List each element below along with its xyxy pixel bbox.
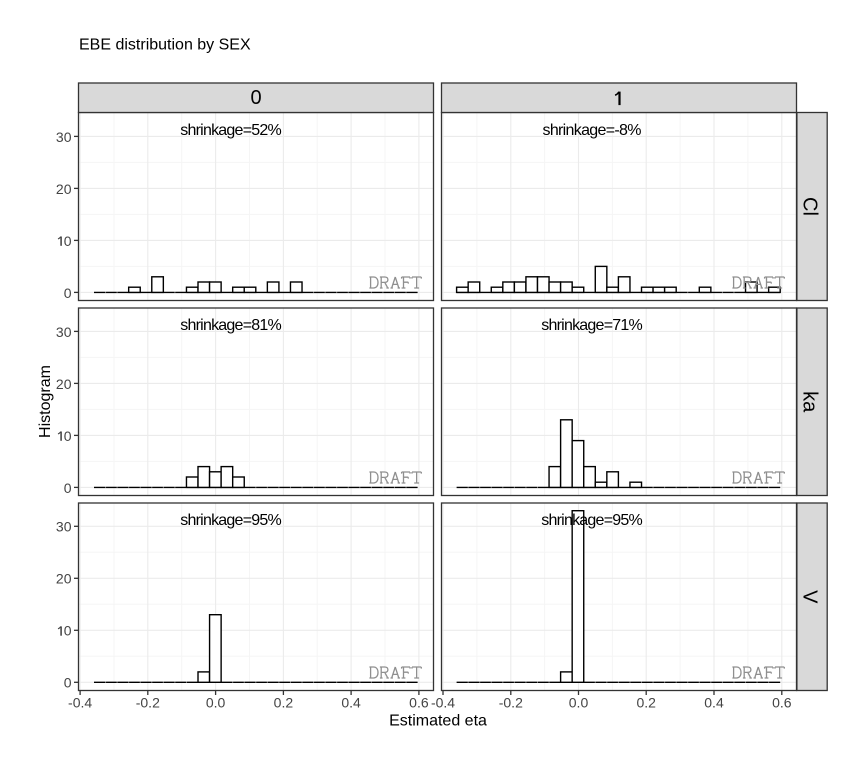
svg-text:0: 0 xyxy=(64,623,72,639)
svg-text:0: 0 xyxy=(64,480,72,496)
svg-text:-0.2: -0.2 xyxy=(499,695,523,711)
svg-text:ka: ka xyxy=(799,391,821,413)
svg-text:Histogram: Histogram xyxy=(37,365,54,438)
svg-text:Estimated eta: Estimated eta xyxy=(389,713,487,730)
svg-text:Cl: Cl xyxy=(799,197,821,216)
svg-text:30: 30 xyxy=(56,129,72,145)
svg-text:shrinkage=95%: shrinkage=95% xyxy=(180,512,282,529)
svg-text:0.4: 0.4 xyxy=(704,695,724,711)
svg-text:0.4: 0.4 xyxy=(341,695,361,711)
svg-text:0: 0 xyxy=(64,285,72,301)
svg-text:shrinkage=-8%: shrinkage=-8% xyxy=(543,122,642,139)
svg-text:0: 0 xyxy=(250,87,261,109)
svg-text:EBE distribution by SEX: EBE distribution by SEX xyxy=(79,36,251,53)
svg-text:shrinkage=95%: shrinkage=95% xyxy=(541,512,643,529)
svg-text:20: 20 xyxy=(56,571,72,587)
svg-text:20: 20 xyxy=(56,181,72,197)
svg-text:V: V xyxy=(799,590,821,604)
svg-text:-0.2: -0.2 xyxy=(136,695,160,711)
svg-text:-0.4: -0.4 xyxy=(68,695,92,711)
svg-text:0.6: 0.6 xyxy=(772,695,792,711)
svg-text:shrinkage=52%: shrinkage=52% xyxy=(180,122,282,139)
svg-text:0: 0 xyxy=(64,428,72,444)
svg-text:0.2: 0.2 xyxy=(274,695,294,711)
svg-text:-0.4: -0.4 xyxy=(431,695,455,711)
svg-text:30: 30 xyxy=(56,519,72,535)
svg-text:30: 30 xyxy=(56,324,72,340)
svg-text:0: 0 xyxy=(64,233,72,249)
svg-text:shrinkage=81%: shrinkage=81% xyxy=(180,317,282,334)
svg-text:0.0: 0.0 xyxy=(206,695,226,711)
svg-text:20: 20 xyxy=(56,376,72,392)
svg-text:0.2: 0.2 xyxy=(636,695,656,711)
svg-text:0: 0 xyxy=(64,675,72,691)
svg-text:0.0: 0.0 xyxy=(569,695,589,711)
svg-text:shrinkage=71%: shrinkage=71% xyxy=(541,317,643,334)
svg-text:0.6: 0.6 xyxy=(409,695,429,711)
